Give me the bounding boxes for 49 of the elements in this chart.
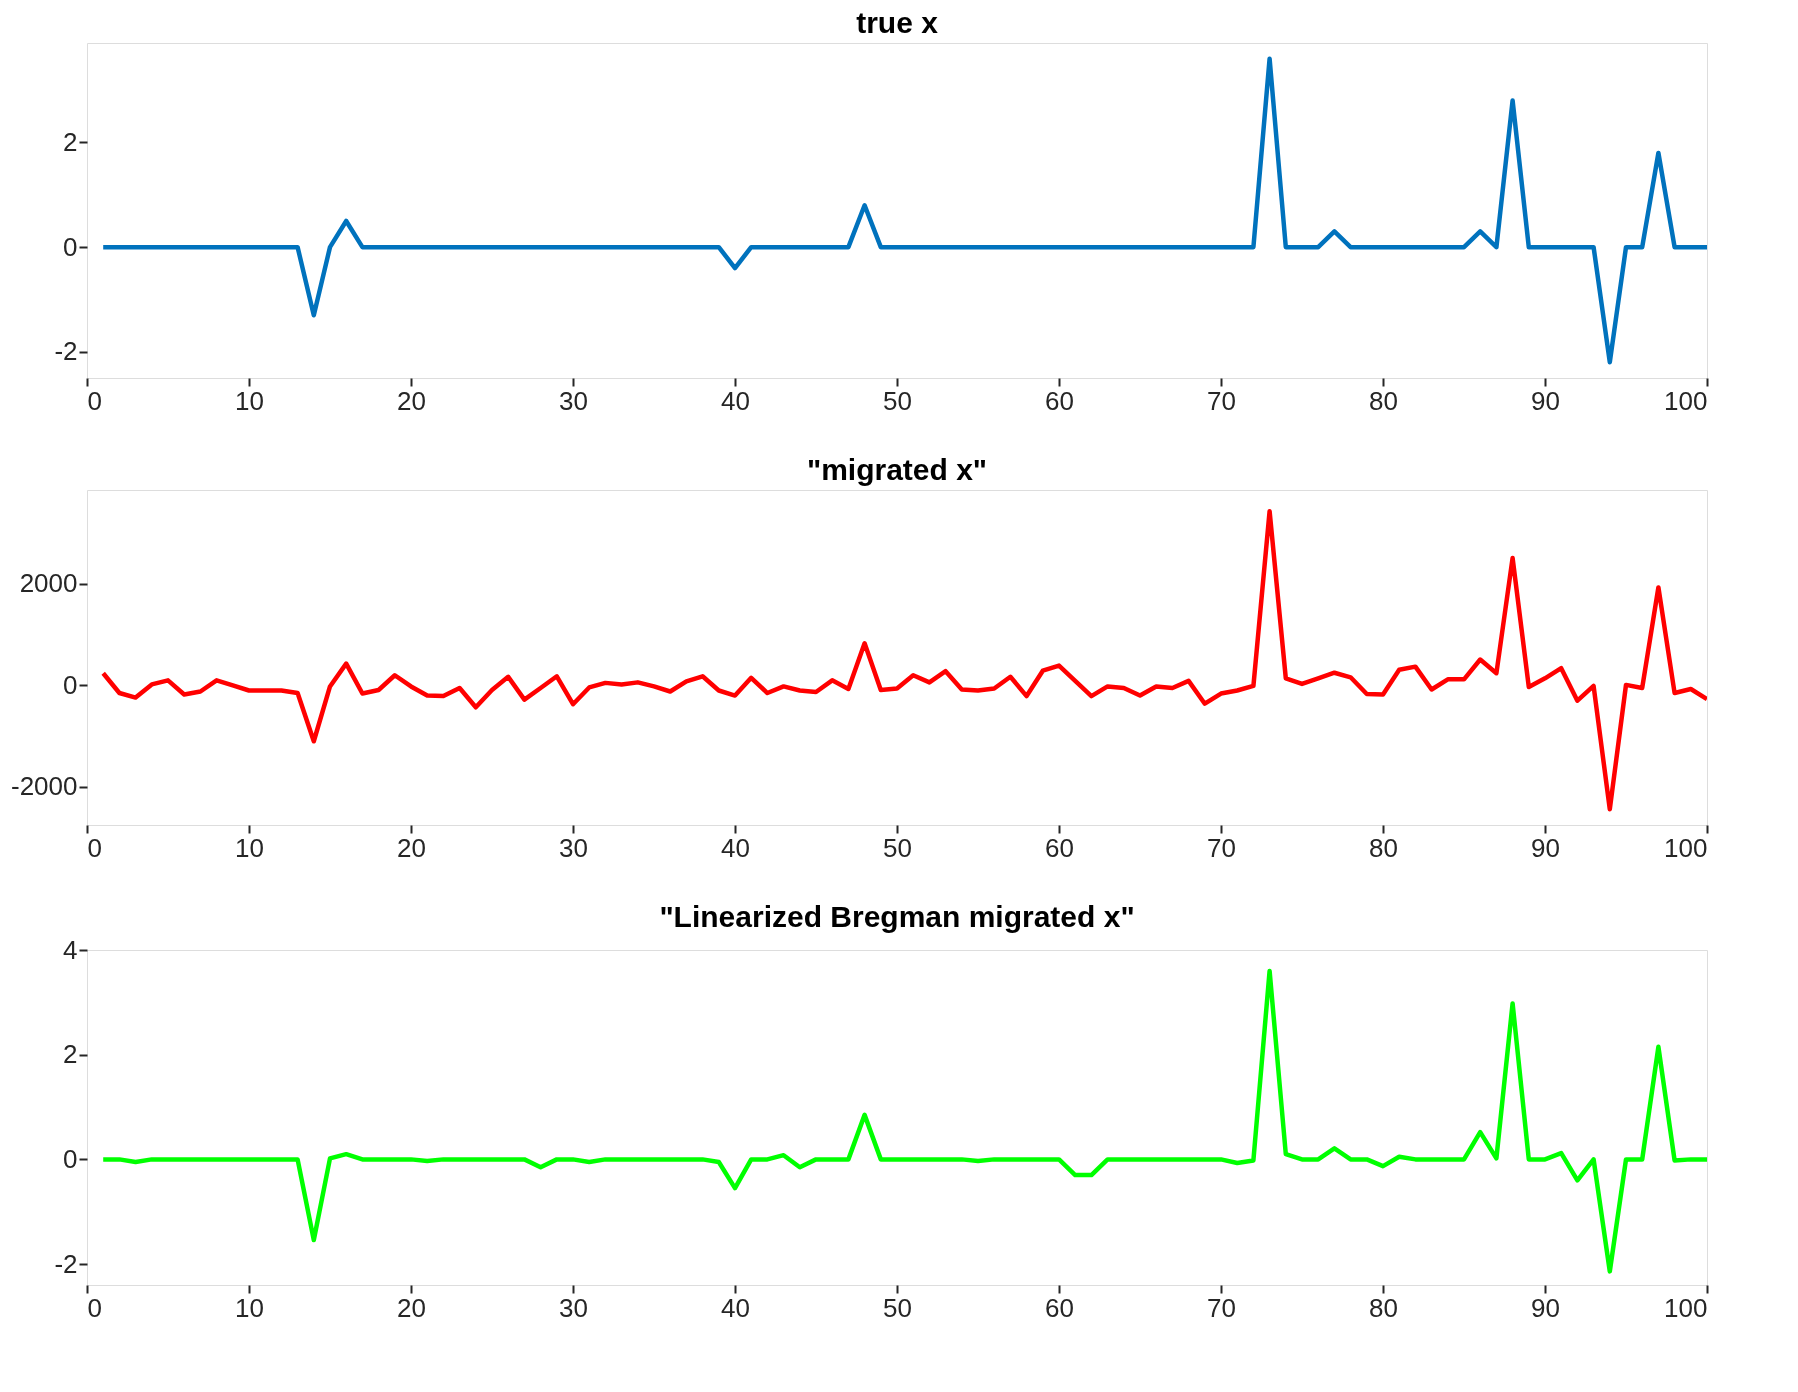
x-tick-label: 100 (1664, 1292, 1708, 1323)
line-series (100, 968, 1707, 1274)
chart-title: true x (856, 6, 939, 39)
x-tick-label: 70 (1207, 1292, 1236, 1323)
x-tick-label: 80 (1369, 1292, 1398, 1323)
y-tick-label: 2 (63, 1039, 78, 1070)
x-tick-label: 60 (1045, 832, 1074, 863)
x-tick-label: 50 (883, 832, 912, 863)
x-tick-label: 100 (1664, 832, 1708, 863)
y-tick-label: 0 (63, 1143, 78, 1174)
x-tick-label: 10 (235, 832, 264, 863)
x-tick-label: 60 (1045, 385, 1074, 416)
x-tick-label: 40 (721, 385, 750, 416)
x-tick-label: 30 (559, 385, 588, 416)
y-tick-label: 0 (63, 669, 78, 700)
x-tick-label: 20 (397, 832, 426, 863)
x-tick-label: 70 (1207, 832, 1236, 863)
y-tick-label: -2000 (11, 771, 78, 802)
chart-title: "migrated x" (806, 453, 988, 486)
y-tick-label: 4 (63, 934, 78, 965)
x-tick-label: 0 (87, 385, 102, 416)
x-tick-label: 50 (883, 1292, 912, 1323)
y-tick-label: -2 (54, 1248, 78, 1279)
line-series (100, 56, 1707, 365)
x-tick-label: 80 (1369, 385, 1398, 416)
x-tick-label: 90 (1531, 385, 1560, 416)
chart-title: "Linearized Bregman migrated x" (659, 900, 1135, 933)
x-tick-label: 90 (1531, 832, 1560, 863)
x-tick-label: 30 (559, 832, 588, 863)
y-tick-label: -2 (54, 336, 78, 367)
x-tick-label: 20 (397, 1292, 426, 1323)
y-tick-label: 0 (63, 231, 78, 262)
x-tick-label: 80 (1369, 832, 1398, 863)
y-tick-label: 2 (63, 126, 78, 157)
x-tick-label: 70 (1207, 385, 1236, 416)
y-tick-label: 2000 (19, 568, 78, 599)
x-tick-label: 0 (87, 1292, 102, 1323)
line-series (100, 509, 1707, 812)
x-tick-label: 90 (1531, 1292, 1560, 1323)
x-tick-label: 40 (721, 1292, 750, 1323)
x-tick-label: 10 (235, 1292, 264, 1323)
x-tick-label: 10 (235, 385, 264, 416)
x-tick-label: 40 (721, 832, 750, 863)
x-tick-label: 100 (1664, 385, 1708, 416)
x-tick-label: 20 (397, 385, 426, 416)
x-tick-label: 50 (883, 385, 912, 416)
x-tick-label: 30 (559, 1292, 588, 1323)
x-tick-label: 0 (87, 832, 102, 863)
x-tick-label: 60 (1045, 1292, 1074, 1323)
